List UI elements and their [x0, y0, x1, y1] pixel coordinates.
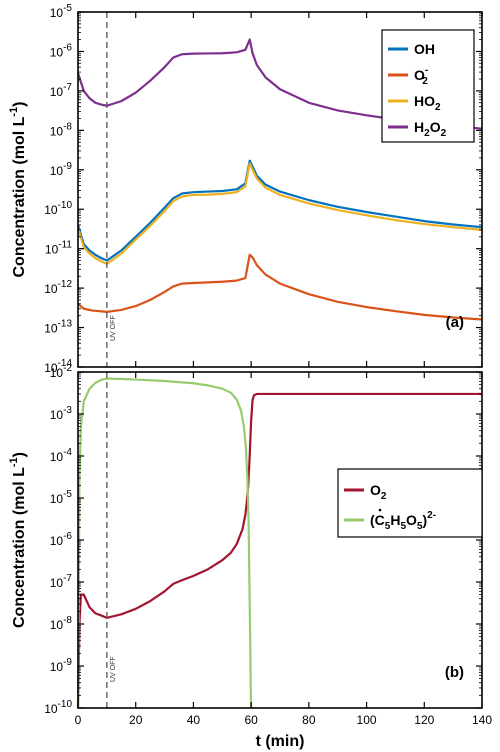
legend-entry: O-2 — [414, 65, 428, 87]
y-tick-label: 10-14 — [44, 358, 72, 375]
y-tick-label: 10-4 — [50, 447, 73, 464]
panel-b-y-ticks: 10-10 10-9 10-8 10-7 10-6 10-5 10-4 10-3 10-2 — [44, 363, 482, 716]
panel-b-uv-off-label: UV OFF — [110, 656, 117, 682]
panel-a-legend: OH O-2 HO2 H2O2 — [381, 29, 475, 143]
panel-a-y-axis-label: Concentration (mol L-1) — [8, 102, 28, 278]
panel-a-series — [76, 38, 483, 321]
x-tick-label: 40 — [187, 713, 201, 727]
panel-b-x-ticks: 0 20 40 60 80 100 120 140 — [75, 372, 492, 727]
x-tick-label: 140 — [472, 713, 492, 727]
y-tick-label: 10-6 — [50, 42, 73, 59]
legend-box — [337, 468, 483, 538]
y-tick-label: 10-8 — [50, 615, 73, 632]
panel-a-label: (a) — [446, 314, 464, 331]
legend-entry: OH — [414, 41, 435, 57]
series-line-o2 — [77, 253, 483, 321]
y-tick-label: 10-6 — [50, 531, 73, 548]
y-tick-label: 10-7 — [50, 573, 73, 590]
legend-entry: (C5H5O5)2- — [370, 510, 436, 532]
radical-dot — [378, 508, 382, 512]
y-tick-label: 10-7 — [50, 82, 73, 99]
y-tick-label: 10-9 — [50, 161, 73, 178]
panel-a-y-ticks: 10-14 10-13 10-12 10-11 10-10 10-9 10-8 10-7 10-… — [44, 3, 482, 375]
panel-b-y-axis-label: Concentration (mol L-1) — [8, 452, 28, 628]
y-tick-label: 10-10 — [44, 699, 72, 716]
x-tick-label: 0 — [75, 713, 82, 727]
series-line-ho2 — [76, 162, 483, 266]
panel-b: UV OFF 10-10 10-9 10-8 10-7 10-6 10-5 10-4 10-3… — [8, 363, 492, 750]
panel-b-series — [76, 377, 482, 709]
legend-entry: HO2 — [414, 93, 441, 113]
panel-b-axes — [77, 371, 483, 709]
y-tick-label: 10-11 — [45, 240, 73, 257]
y-tick-label: 10-5 — [50, 489, 73, 506]
panel-a-axes — [77, 11, 483, 368]
y-tick-label: 10-13 — [44, 319, 72, 336]
panel-b-label: (b) — [445, 664, 464, 681]
y-tick-label: 10-9 — [50, 657, 73, 674]
panel-b-legend: O2 (C5H5O5)2- — [337, 468, 483, 538]
panel-b-x-axis-label: t (min) — [256, 733, 305, 750]
x-tick-label: 80 — [302, 713, 316, 727]
y-tick-label: 10-10 — [44, 200, 72, 217]
panel-a-x-ticks — [77, 12, 483, 367]
series-line-h2o2 — [76, 38, 483, 130]
legend-entry: H2O2 — [414, 119, 447, 139]
y-tick-label: 10-12 — [44, 279, 72, 296]
x-tick-label: 120 — [414, 713, 434, 727]
x-tick-label: 100 — [357, 713, 377, 727]
x-tick-label: 60 — [244, 713, 258, 727]
legend-entry: O2 — [370, 482, 387, 502]
panel-a-uv-off-label: UV OFF — [110, 315, 117, 341]
y-tick-label: 10-5 — [50, 3, 73, 20]
x-tick-label: 20 — [129, 713, 143, 727]
series-line-oh — [76, 159, 483, 262]
panel-a: UV OFF 10-14 10-13 10-12 10-11 10-10 10-9 10-8… — [8, 3, 483, 375]
y-tick-label: 10-2 — [50, 363, 73, 380]
series-line-c5h5o52 — [76, 377, 253, 709]
y-tick-label: 10-3 — [50, 405, 73, 422]
y-tick-label: 10-8 — [50, 121, 73, 138]
series-line-o2 — [76, 392, 482, 709]
